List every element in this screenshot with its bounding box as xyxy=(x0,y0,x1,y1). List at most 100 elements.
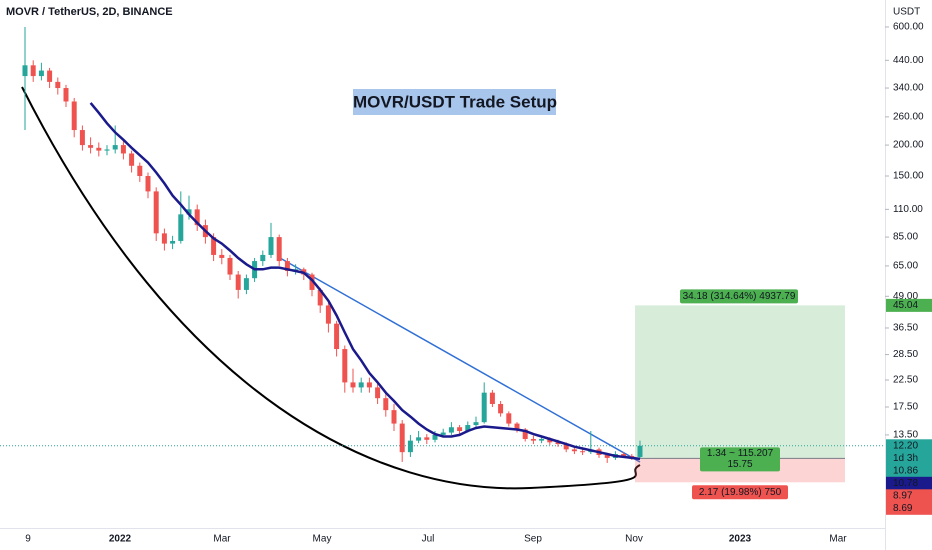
candle-body xyxy=(47,70,53,82)
stop-label: 2.17 (19.98%) 750 xyxy=(699,487,782,498)
candle-body xyxy=(63,88,69,102)
chart-title: MOVR/USDT Trade Setup xyxy=(353,92,557,111)
candle-body xyxy=(424,437,430,440)
price-tag-label: 1d 3h xyxy=(893,453,918,464)
candle-body xyxy=(79,130,85,146)
y-tick-label: 110.00 xyxy=(893,204,923,215)
candle-body xyxy=(432,434,438,440)
candle-body xyxy=(104,149,110,151)
candle-body xyxy=(366,382,372,388)
candle-body xyxy=(276,237,282,262)
curve-drawing xyxy=(21,86,641,490)
candle-body xyxy=(178,214,184,241)
y-tick-label: 440.00 xyxy=(893,55,924,66)
y-tick-label: 28.50 xyxy=(893,349,918,360)
candle-body xyxy=(227,257,233,275)
candle-body xyxy=(457,427,463,432)
profit-zone xyxy=(635,305,845,459)
price-tag xyxy=(886,501,932,515)
candle-body xyxy=(547,438,553,443)
candle-body xyxy=(465,425,471,432)
symbol-header: MOVR / TetherUS, 2D, BINANCE xyxy=(6,6,173,18)
candle-body xyxy=(563,444,569,450)
price-tag xyxy=(886,451,932,465)
y-tick-label: 49.00 xyxy=(893,291,918,302)
candle-body xyxy=(416,437,422,441)
y-tick-label: 65.00 xyxy=(893,261,918,272)
candle-body xyxy=(317,289,323,306)
x-tick-label: May xyxy=(313,534,332,545)
price-tag-label: 8.97 xyxy=(893,490,913,501)
y-tick-label: 340.00 xyxy=(893,83,924,94)
title-box xyxy=(353,89,556,115)
candle-body xyxy=(530,438,536,441)
target-label: 34.18 (314.64%) 4937.79 xyxy=(683,291,796,302)
price-tag-label: 12.20 xyxy=(893,440,918,451)
stop-label-box xyxy=(692,485,788,500)
candle-body xyxy=(407,440,413,453)
price-tag xyxy=(886,298,932,312)
candle-body xyxy=(129,153,135,166)
y-tick-label: 260.00 xyxy=(893,112,924,123)
candle-body xyxy=(383,398,389,411)
candle-body xyxy=(514,423,520,430)
candle-body xyxy=(55,81,61,89)
y-tick-label: 600.00 xyxy=(893,22,924,33)
y-tick-label: 200.00 xyxy=(893,140,924,151)
trend-line xyxy=(279,257,641,463)
candle-body xyxy=(399,423,405,453)
candle-body xyxy=(96,147,102,151)
y-tick-label: 13.50 xyxy=(893,430,918,441)
candle-body xyxy=(186,209,192,215)
candle-body xyxy=(71,101,77,131)
candle-body xyxy=(637,445,643,457)
candle-body xyxy=(194,209,200,226)
y-tick-label: 85.00 xyxy=(893,232,918,243)
candle-body xyxy=(448,427,454,433)
candle-body xyxy=(268,237,274,255)
candle-body xyxy=(325,305,331,324)
price-tag-label: 10.78 xyxy=(893,478,918,489)
candle-body xyxy=(358,382,364,388)
candle-body xyxy=(522,429,528,439)
candle-body xyxy=(481,392,487,423)
x-tick-label: 2022 xyxy=(109,534,132,545)
x-tick-label: Nov xyxy=(625,534,643,545)
axis-unit: USDT xyxy=(893,7,920,18)
center-label-box xyxy=(700,447,780,472)
x-tick-label: 2023 xyxy=(729,534,752,545)
price-tag xyxy=(886,464,932,478)
candle-body xyxy=(498,403,504,414)
candle-body xyxy=(629,455,635,457)
price-tag xyxy=(886,489,932,503)
target-label-box xyxy=(680,289,798,304)
x-tick-label: 9 xyxy=(25,534,31,545)
price-tag-label: 8.69 xyxy=(893,503,913,514)
candle-body xyxy=(153,191,159,234)
candle-body xyxy=(506,413,512,424)
candle-body xyxy=(88,145,94,148)
y-tick-label: 22.50 xyxy=(893,375,918,386)
x-tick-label: Jul xyxy=(422,534,435,545)
y-tick-label: 17.50 xyxy=(893,402,918,413)
candle-body xyxy=(30,65,36,77)
candle-body xyxy=(375,387,381,399)
x-tick-label: Sep xyxy=(524,534,542,545)
y-tick-label: 150.00 xyxy=(893,171,924,182)
candle-body xyxy=(440,432,446,435)
candle-body xyxy=(145,176,151,192)
center-sub-label: 15.75 xyxy=(727,459,752,470)
candle-body xyxy=(580,451,586,453)
price-tag-label: 10.86 xyxy=(893,465,918,476)
candle-body xyxy=(112,145,118,150)
candle-body xyxy=(621,454,627,456)
candle-body xyxy=(342,349,348,383)
candle-body xyxy=(38,70,44,77)
moving-average xyxy=(89,102,641,461)
candle-body xyxy=(284,261,290,272)
candle-body xyxy=(161,233,167,244)
center-label: 1.34 ~ 115.207 xyxy=(707,448,774,459)
candle-body xyxy=(22,65,28,77)
price-tag xyxy=(886,476,932,490)
